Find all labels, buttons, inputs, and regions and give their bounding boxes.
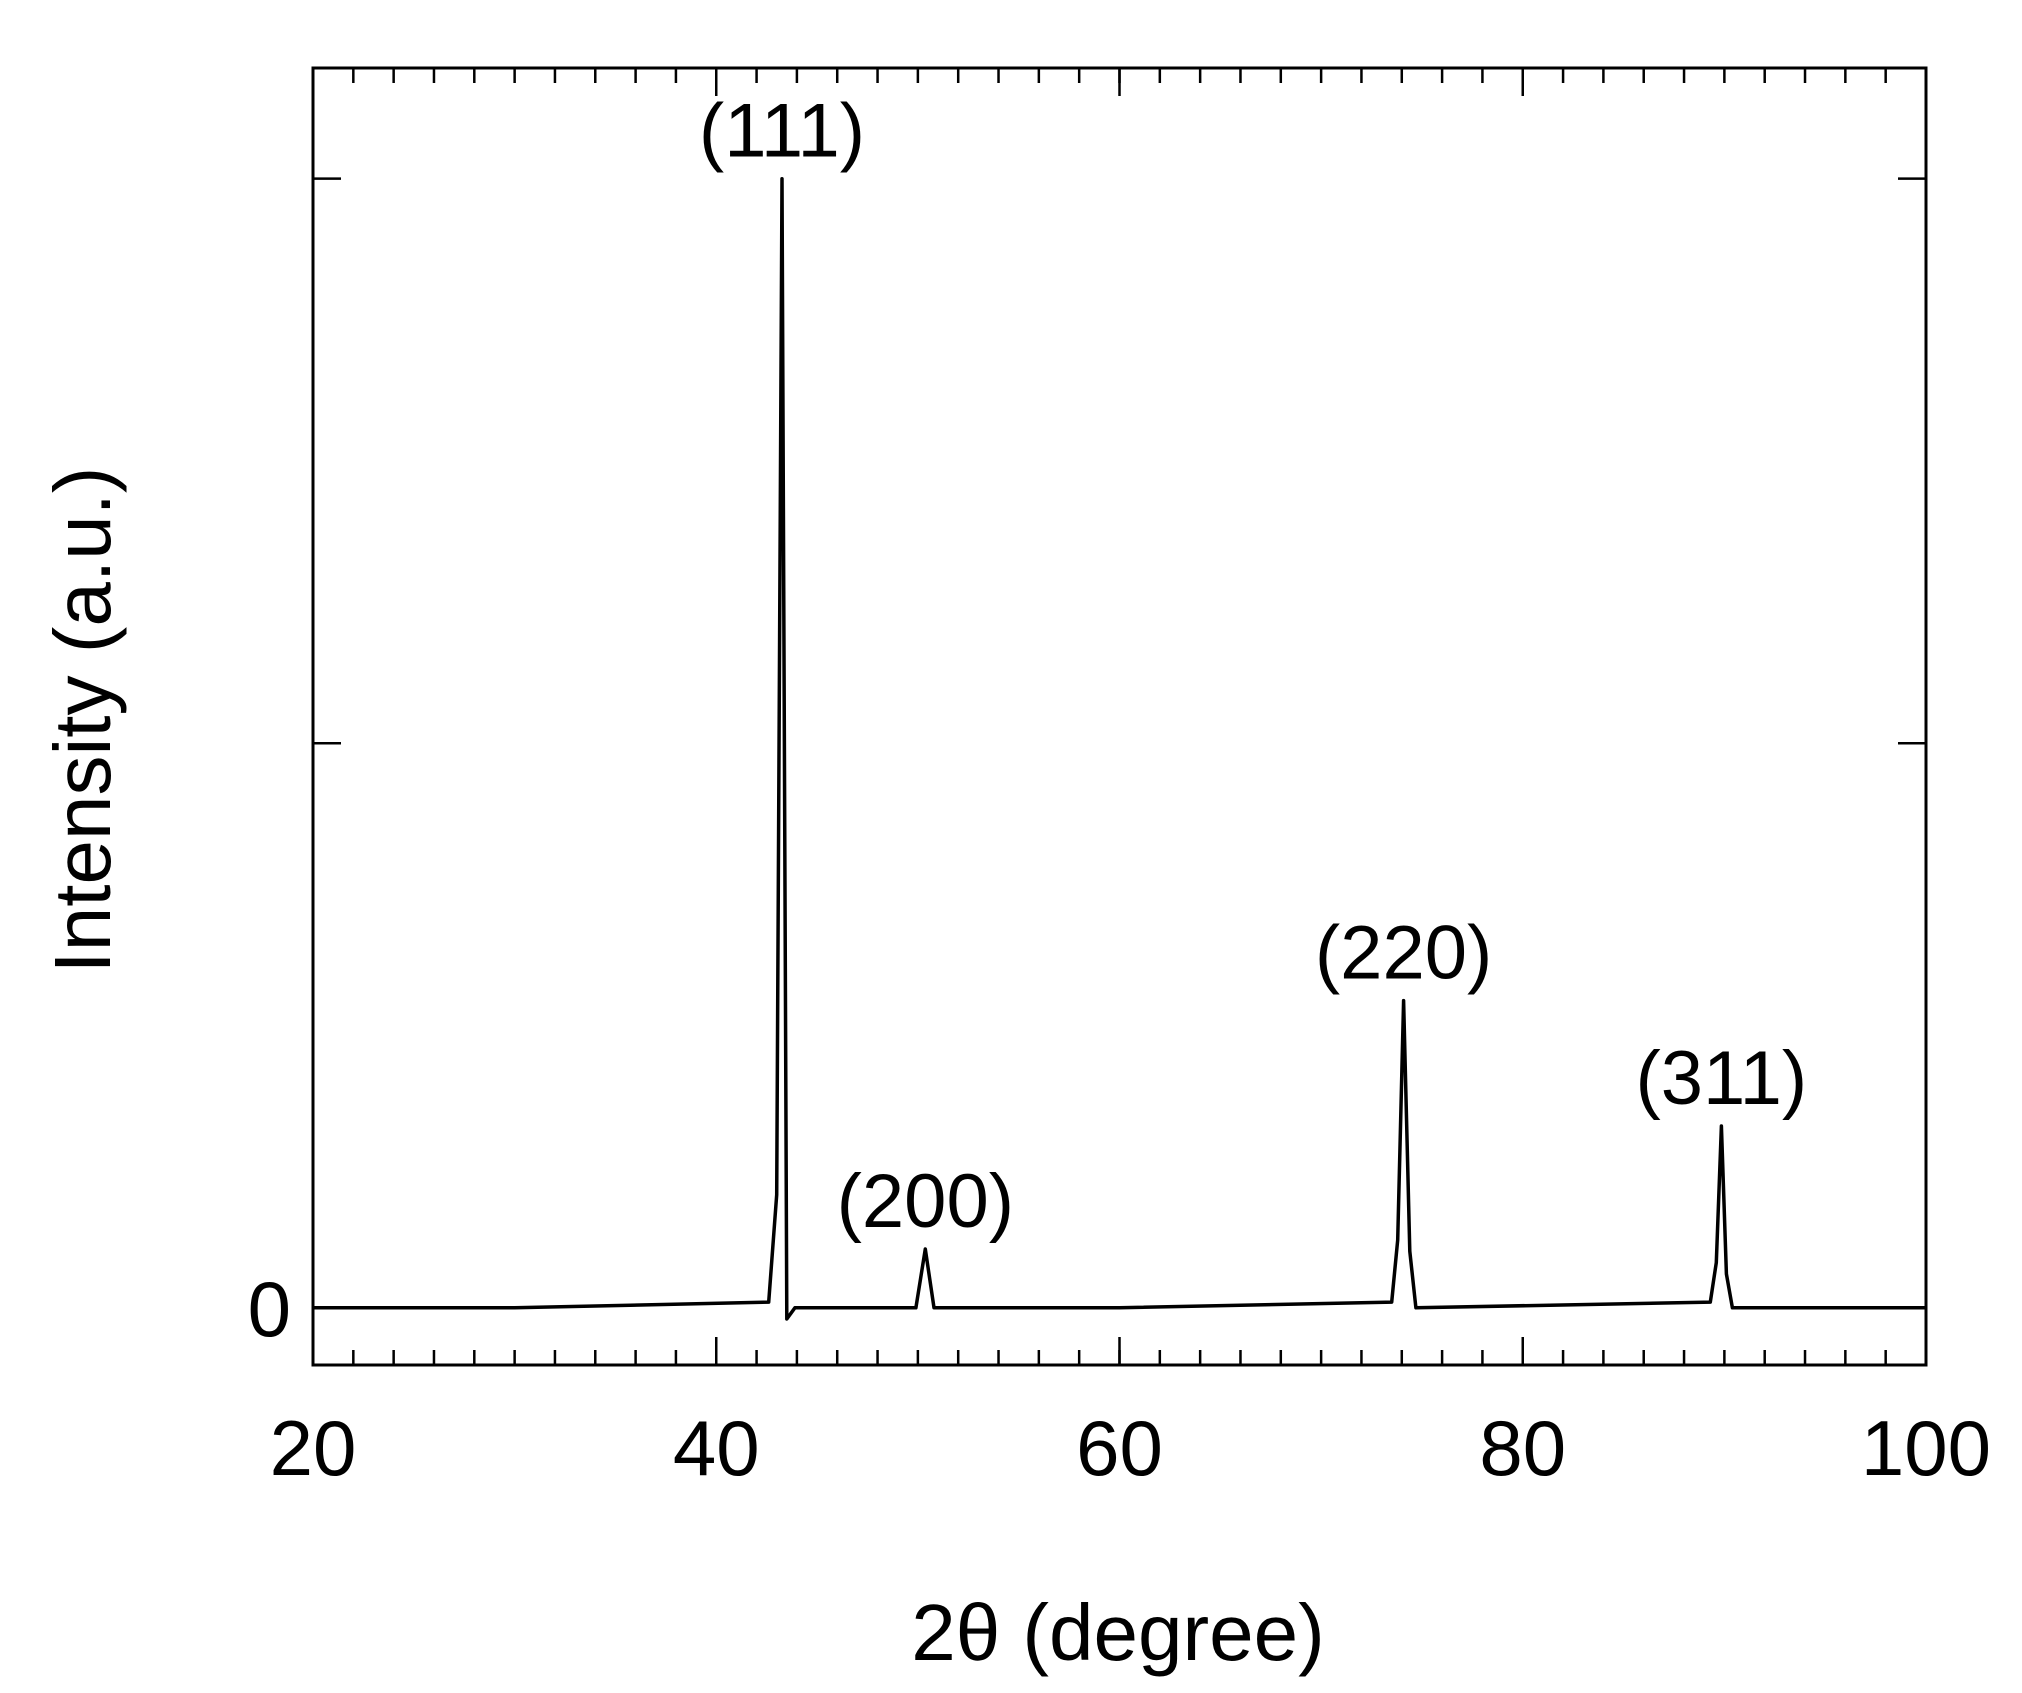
plot-frame <box>311 66 1928 1367</box>
peak-label: (200) <box>837 1159 1014 1244</box>
peak-label: (311) <box>1635 1036 1807 1121</box>
y-tick-label: 0 <box>248 1265 291 1353</box>
data-line <box>313 176 1926 1321</box>
x-axis-label: 2θ (degree) <box>911 1588 1325 1677</box>
x-tick-label: 20 <box>270 1404 357 1492</box>
x-tick-label: 40 <box>673 1404 760 1492</box>
x-tick-label: 80 <box>1479 1404 1566 1492</box>
x-tick-label: 60 <box>1076 1404 1163 1492</box>
x-tick-label: 100 <box>1861 1404 1991 1492</box>
peak-label: (220) <box>1315 911 1492 996</box>
peak-label: (111) <box>699 89 865 174</box>
y-axis-label: Intensity (a.u.) <box>38 467 127 974</box>
